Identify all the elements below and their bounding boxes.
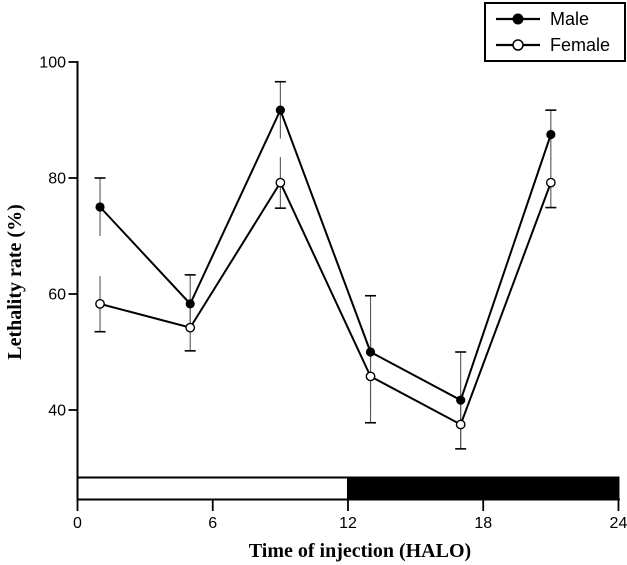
x-tick-label-24: 24 [610,515,627,532]
female-series-line [99,180,552,426]
y-tick-label-40: 40 [48,403,66,420]
male-filled-circle-icon [496,13,540,25]
legend-label-female: Female [550,35,611,55]
female-marker-4 [455,419,466,430]
dark-phase-bar [346,476,620,501]
x-tick-label-18: 18 [474,515,492,532]
x-axis-title: Time of injection (HALO) [248,540,472,562]
male-series-line [99,107,552,402]
male-marker-2 [275,105,285,115]
female-marker-1 [185,322,196,333]
x-tick-label-0: 0 [73,515,82,532]
y-tick-label-80: 80 [48,171,66,188]
x-tick-label-6: 6 [208,515,217,532]
y-tick-label-60: 60 [48,287,66,304]
male-marker-1 [185,299,195,309]
female-marker-3 [365,371,376,382]
female-marker-5 [545,177,556,188]
female-marker-2 [275,177,286,188]
legend-box: Male Female [484,2,626,62]
male-marker-3 [365,347,376,357]
y-tick-label-100: 100 [39,55,66,72]
male-marker-5 [546,129,556,140]
female-open-circle-icon [496,39,540,51]
legend-label-male: Male [550,9,590,29]
y-axis-title: Lethality rate (%) [4,204,26,360]
legend-item-female: Female [495,34,624,56]
male-marker-4 [456,395,466,405]
x-tick-label-12: 12 [339,515,357,532]
legend-item-male: Male [495,8,624,30]
female-marker-0 [95,298,105,309]
light-phase-bar [76,476,349,501]
male-marker-0 [95,202,105,212]
